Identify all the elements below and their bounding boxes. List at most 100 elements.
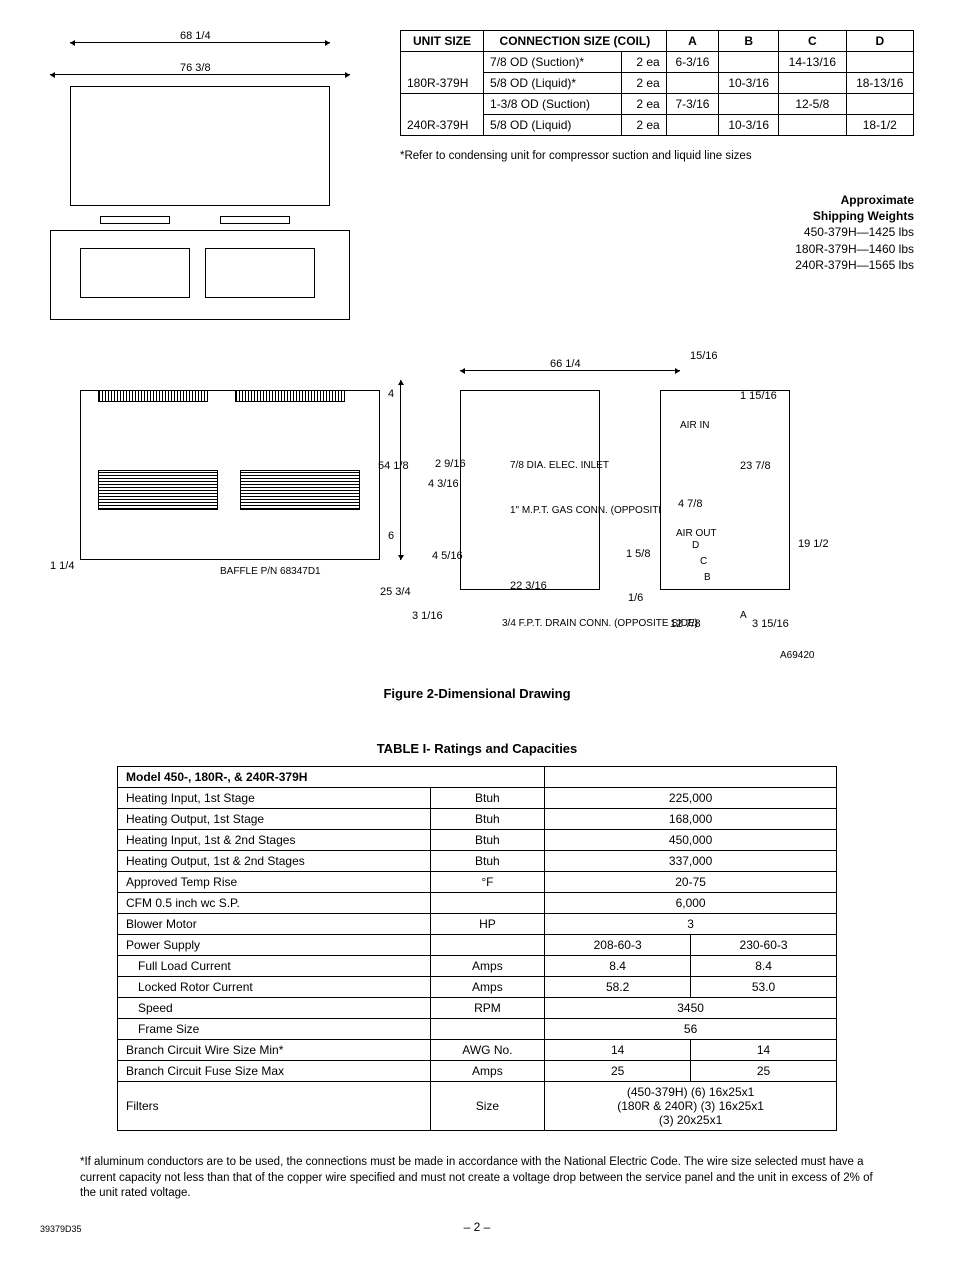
ratings-value: 225,000 [545,788,837,809]
ratings-unit: AWG No. [430,1040,545,1061]
conn-row: 180R-379H7/8 OD (Suction)*2 ea6-3/1614-1… [401,52,914,73]
ratings-row: Locked Rotor CurrentAmps58.253.0 [118,977,837,998]
ratings-row: Heating Input, 1st StageBtuh225,000 [118,788,837,809]
ratings-row: Power Supply208-60-3230-60-3 [118,935,837,956]
ratings-value: 56 [545,1019,837,1040]
conn-row: 240R-379H1-3/8 OD (Suction)2 ea7-3/1612-… [401,94,914,115]
dim-25-3-4: 25 3/4 [380,586,411,598]
ratings-unit: Btuh [430,851,545,872]
ratings-label: Frame Size [118,1019,431,1040]
th-d: D [846,31,913,52]
ratings-value-2: 53.0 [691,977,837,998]
ratings-row: CFM 0.5 inch wc S.P.6,000 [118,893,837,914]
letter-c: C [700,556,707,567]
dim-3-15-16: 3 15/16 [752,618,789,630]
ratings-table: Model 450-, 180R-, & 240R-379H Heating I… [117,766,837,1131]
ratings-value: 450,000 [545,830,837,851]
conn-cell: 1-3/8 OD (Suction) [484,94,622,115]
drain-conn-label: 3/4 F.P.T. DRAIN CONN. (OPPOSITE SIDE) [502,618,652,629]
drawing-id: A69420 [780,650,814,661]
dim-23-7-8: 23 7/8 [740,460,771,472]
conn-cell [846,94,913,115]
air-in-label: AIR IN [680,420,709,431]
right-content: UNIT SIZE CONNECTION SIZE (COIL) A B C D… [400,30,914,330]
ratings-row: Frame Size 56 [118,1019,837,1040]
ratings-row: SpeedRPM3450 [118,998,837,1019]
weight-line-0: 450-379H—1425 lbs [400,224,914,240]
ratings-label: Heating Output, 1st & 2nd Stages [118,851,431,872]
ratings-label: Heating Input, 1st Stage [118,788,431,809]
conn-cell: 7-3/16 [666,94,719,115]
ratings-row: Full Load CurrentAmps8.48.4 [118,956,837,977]
weight-line-2: 240R-379H—1565 lbs [400,257,914,273]
conn-cell: 18-1/2 [846,115,913,136]
conn-cell [666,115,719,136]
ratings-value: 3450 [545,998,837,1019]
letter-b: B [704,572,711,583]
ratings-value: 337,000 [545,851,837,872]
weights-heading-2: Shipping Weights [400,208,914,224]
baffle-label: BAFFLE P/N 68347D1 [220,566,321,577]
conn-cell: 10-3/16 [719,73,779,94]
ratings-unit [430,935,545,956]
ratings-label: Heating Output, 1st Stage [118,809,431,830]
ratings-unit [430,1019,545,1040]
ratings-unit [430,893,545,914]
ratings-label: CFM 0.5 inch wc S.P. [118,893,431,914]
conn-cell [846,52,913,73]
dim-66-1-4: 66 1/4 [550,358,581,370]
conn-unit-cell: 240R-379H [401,94,484,136]
elec-inlet-label: 7/8 DIA. ELEC. INLET [510,460,610,471]
ratings-label: Blower Motor [118,914,431,935]
dim-12-7-8: 12 7/8 [670,618,701,630]
ratings-value: 3 [545,914,837,935]
ratings-value-1: 14 [545,1040,691,1061]
ratings-label: Power Supply [118,935,431,956]
ratings-unit: Amps [430,1061,545,1082]
dim-4: 4 [388,388,394,400]
dim-1-15-16: 1 15/16 [740,390,777,402]
ratings-model-row: Model 450-, 180R-, & 240R-379H [118,767,837,788]
conn-cell: 7/8 OD (Suction)* [484,52,622,73]
dimensional-drawing: BAFFLE P/N 68347D1 1 1/4 4 54 1/8 6 25 3… [40,350,914,670]
ratings-unit: °F [430,872,545,893]
th-c: C [779,31,846,52]
ratings-label: Approved Temp Rise [118,872,431,893]
dim-6: 6 [388,530,394,542]
page: 68 1/4 76 3/8 UNIT SIZE CON [40,30,914,1234]
dim-76-3-8: 76 3/8 [180,62,211,74]
ratings-label: Branch Circuit Fuse Size Max [118,1061,431,1082]
conn-cell: 6-3/16 [666,52,719,73]
ratings-label: Branch Circuit Wire Size Min* [118,1040,431,1061]
ratings-value-1: 25 [545,1061,691,1082]
dim-4-5-16: 4 5/16 [432,550,463,562]
ratings-value-1: 58.2 [545,977,691,998]
letter-a: A [740,610,747,621]
ratings-unit: Size [430,1082,545,1131]
air-out-label: AIR OUT [676,528,717,539]
ratings-unit: Btuh [430,809,545,830]
ratings-value-1: 208-60-3 [545,935,691,956]
th-unit-size: UNIT SIZE [401,31,484,52]
ratings-unit: Btuh [430,830,545,851]
ratings-value: 168,000 [545,809,837,830]
weight-line-1: 180R-379H—1460 lbs [400,241,914,257]
dim-68-1-4: 68 1/4 [180,30,211,42]
ratings-empty-cell [545,767,837,788]
conn-cell: 18-13/16 [846,73,913,94]
th-conn-size: CONNECTION SIZE (COIL) [484,31,667,52]
ratings-filters-row: FiltersSize(450-379H) (6) 16x25x1(180R &… [118,1082,837,1131]
dim-54-1-8: 54 1/8 [378,460,409,472]
shipping-weights: Approximate Shipping Weights 450-379H—14… [400,192,914,273]
ratings-value-2: 8.4 [691,956,837,977]
conn-cell: 2 ea [622,94,666,115]
ratings-row: Heating Output, 1st & 2nd StagesBtuh337,… [118,851,837,872]
conn-cell: 14-13/16 [779,52,846,73]
dim-22-3-16: 22 3/16 [510,580,547,592]
conn-cell: 2 ea [622,73,666,94]
ratings-unit: RPM [430,998,545,1019]
ratings-value-1: 8.4 [545,956,691,977]
th-a: A [666,31,719,52]
top-section: 68 1/4 76 3/8 UNIT SIZE CON [40,30,914,330]
ratings-label: Full Load Current [118,956,431,977]
